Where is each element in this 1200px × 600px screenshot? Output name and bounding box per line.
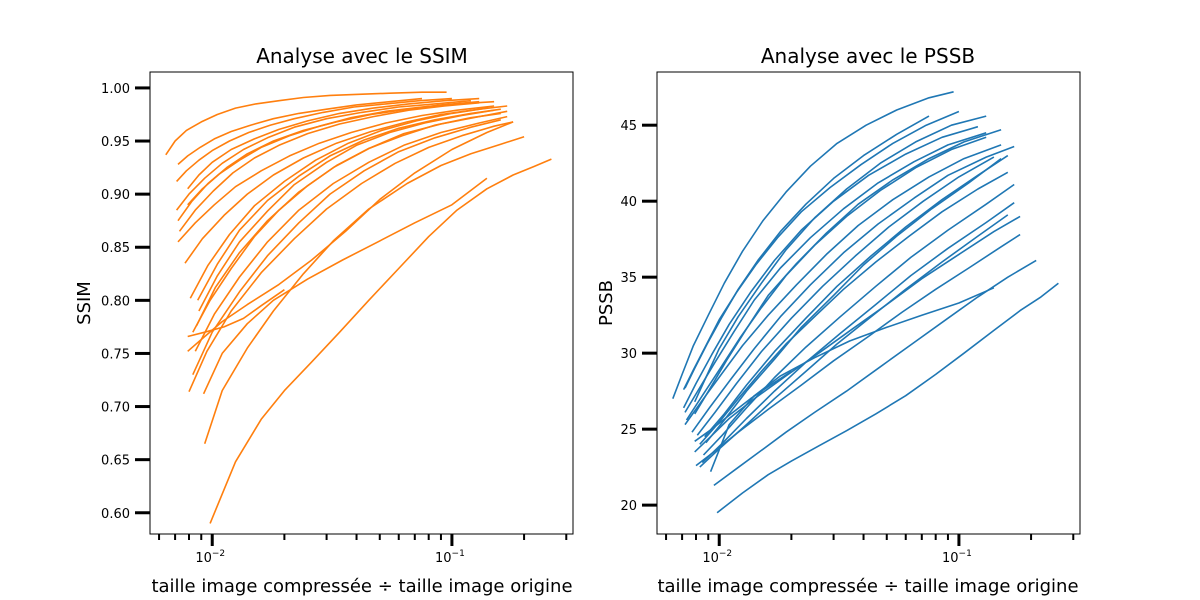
ssim-x-axis: 10−2 10−1 [158,534,568,566]
pssb-series-line-10 [705,157,1002,444]
pssb-series-line-20 [682,110,960,390]
pssb-series-line-19 [693,115,987,403]
ssim-plot-frame [149,71,574,535]
ssim-y-tick-label: 0.65 [101,454,130,469]
ssim-y-axis: 0.60 0.65 0.70 0.75 0.80 0.85 0.90 0.95 1.00 [101,82,150,522]
ssim-y-tick-label: 0.80 [101,294,130,309]
pssb-series-line-12 [696,156,995,436]
pssb-series-line-5 [701,202,1015,464]
pssb-series-line-1 [713,259,1037,487]
pssb-y-axis: 20 25 30 35 40 45 [620,119,657,514]
pssb-series-line-18 [694,128,1002,415]
pssb-series-line-17 [682,125,979,409]
pssb-series-line-22 [672,91,954,399]
ssim-series-line-20 [176,97,452,182]
ssim-series-line-5 [194,115,508,352]
pssb-y-tick-label: 25 [620,423,637,438]
ssim-series-line-9 [192,112,501,333]
ssim-series-line-4 [192,119,501,376]
ssim-series-line-14 [177,105,495,243]
pssb-series-line-6 [694,215,1021,453]
pssb-plot-frame [656,71,1081,535]
ssim-series-line-21 [177,97,423,166]
pssb-x-tick-label: 10−2 [702,549,732,566]
ssim-series-line-12 [189,107,488,299]
pssb-series-line-13 [691,145,1015,433]
ssim-series-line-19 [187,97,480,190]
pssb-series-line-16 [684,132,987,413]
pssb-y-axis-label: PSSB [596,280,617,326]
pssb-y-tick-label: 20 [620,499,637,514]
pssb-series-layer [672,91,1059,514]
pssb-chart-title: Analyse avec le PSSB [761,44,975,68]
pssb-series-line-8 [702,183,1015,456]
ssim-x-tick-label: 10−1 [435,549,465,566]
ssim-series-line-10 [198,109,495,312]
pssb-series-line-4 [699,214,1009,468]
pssb-x-axis-label: taille image compressée ÷ taille image o… [657,576,1078,597]
ssim-x-axis-label: taille image compressée ÷ taille image o… [151,576,572,597]
ssim-y-tick-label: 0.95 [101,135,130,150]
ssim-y-tick-label: 0.60 [101,507,130,522]
ssim-series-line-22 [165,91,447,156]
pssb-x-axis: 10−2 10−1 [665,534,1075,566]
pssb-series-line-14 [684,144,1002,426]
pssb-series-line-11 [704,154,1009,438]
ssim-series-line-1 [203,136,525,444]
ssim-series-line-18 [187,100,495,206]
ssim-series-line-15 [178,102,480,232]
ssim-x-tick-label: 10−2 [195,549,225,566]
ssim-y-axis-label: SSIM [74,281,95,325]
pssb-x-tick-label: 10−1 [942,549,972,566]
ssim-series-line-0 [209,158,552,524]
ssim-y-tick-label: 0.75 [101,347,130,362]
ssim-y-tick-label: 0.70 [101,401,130,416]
pssb-y-tick-label: 30 [620,347,637,362]
pssb-y-tick-label: 45 [620,119,637,134]
ssim-series-line-13 [184,105,508,264]
ssim-y-tick-label: 0.90 [101,188,130,203]
ssim-series-line-2 [202,177,488,395]
pssb-series-line-21 [684,115,930,389]
ssim-series-line-11 [196,108,501,301]
ssim-y-tick-label: 0.85 [101,241,130,256]
pssb-series-line-0 [716,282,1059,514]
pssb-y-tick-label: 40 [620,195,637,210]
ssim-series-line-7 [187,289,285,338]
ssim-panel: Analyse avec le SSIM 0.60 0.65 0.70 0.75 0.8… [74,44,574,597]
ssim-series-layer [165,91,552,524]
ssim-series-line-6 [187,121,514,352]
pssb-series-line-9 [699,171,1009,445]
ssim-chart-title: Analyse avec le SSIM [256,44,468,68]
pssb-y-tick-label: 35 [620,271,637,286]
ssim-series-line-17 [175,99,471,211]
pssb-series-line-3 [695,233,1021,467]
ssim-y-tick-label: 1.00 [101,82,130,97]
